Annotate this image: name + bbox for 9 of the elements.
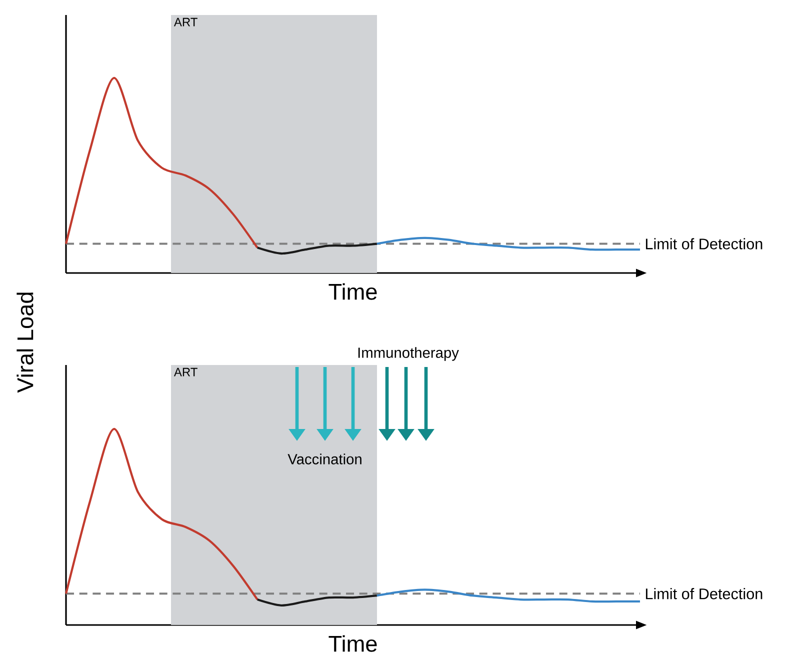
ref-line-label: Limit of Detection [646, 238, 762, 250]
x-axis-title: Time [328, 283, 377, 300]
annotation: Vaccination [288, 454, 362, 464]
y-axis-title: Viral Load [16, 292, 34, 393]
text: Immunotherapy [358, 347, 459, 361]
x-axis-title: Time [328, 635, 377, 652]
ref-line-label: Limit of Detection [646, 588, 762, 600]
text: ART [174, 368, 198, 376]
text: ART [174, 18, 198, 26]
